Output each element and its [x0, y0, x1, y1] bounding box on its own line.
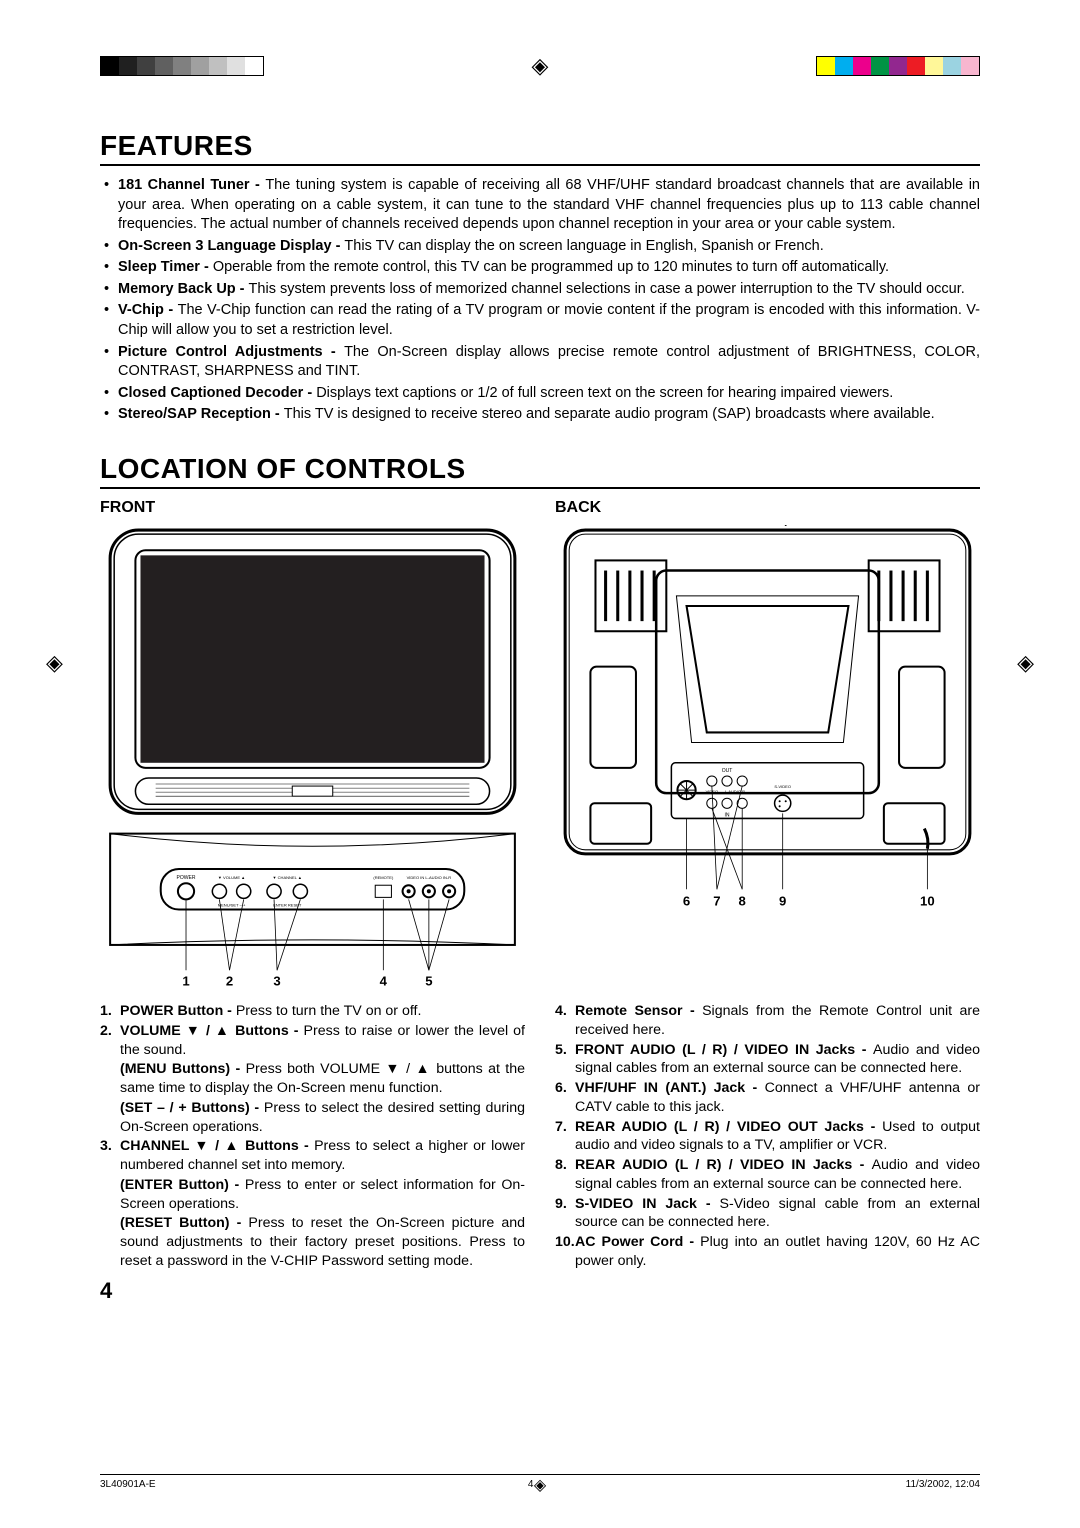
svg-text:S-VIDEO: S-VIDEO	[774, 784, 791, 789]
svg-text:(REMOTE): (REMOTE)	[373, 875, 394, 880]
svg-text:OUT: OUT	[722, 768, 733, 774]
svg-text:2: 2	[226, 973, 233, 988]
feature-item: Stereo/SAP Reception - This TV is design…	[118, 405, 980, 425]
svg-text:8: 8	[739, 893, 746, 908]
control-description: 8.REAR AUDIO (L / R) / VIDEO IN Jacks - …	[555, 1156, 980, 1193]
diagram-front: POWER ▼ VOLUME ▲ ▼ CHANNEL ▲ MENU/SET – …	[100, 525, 525, 990]
control-description: 7.REAR AUDIO (L / R) / VIDEO OUT Jacks -…	[555, 1118, 980, 1155]
feature-item: 181 Channel Tuner - The tuning system is…	[118, 176, 980, 235]
svg-text:4: 4	[380, 973, 388, 988]
control-description: 1.POWER Button - Press to turn the TV on…	[100, 1002, 525, 1021]
svg-text:▼ CHANNEL ▲: ▼ CHANNEL ▲	[273, 875, 302, 880]
diagram-back: OUT IN VIDEO L AUDIO R S-VIDEO	[555, 525, 980, 930]
feature-item: Memory Back Up - This system prevents lo…	[118, 280, 980, 300]
grayscale-swatches	[100, 56, 264, 76]
feature-item: Sleep Timer - Operable from the remote c…	[118, 258, 980, 278]
color-swatches	[816, 56, 980, 76]
label-back: BACK	[555, 499, 980, 517]
feature-item: V-Chip - The V-Chip function can read th…	[118, 301, 980, 340]
svg-text:IN: IN	[724, 812, 729, 818]
footer-page: 4	[528, 1479, 534, 1490]
controls-descriptions-right: 4.Remote Sensor - Signals from the Remot…	[555, 1002, 980, 1271]
feature-item: Closed Captioned Decoder - Displays text…	[118, 384, 980, 404]
svg-text:10: 10	[920, 893, 935, 908]
feature-item: On-Screen 3 Language Display - This TV c…	[118, 237, 980, 257]
label-front: FRONT	[100, 499, 525, 517]
control-sub-description: (ENTER Button) - Press to enter or selec…	[100, 1176, 525, 1213]
svg-text:1: 1	[182, 973, 189, 988]
svg-text:▼ VOLUME ▲: ▼ VOLUME ▲	[218, 875, 245, 880]
controls-descriptions-left: 1.POWER Button - Press to turn the TV on…	[100, 1002, 525, 1271]
registration-mark-right: ◈	[1017, 650, 1034, 676]
control-description: 9.S-VIDEO IN Jack - S-Video signal cable…	[555, 1195, 980, 1232]
heading-location: LOCATION OF CONTROLS	[100, 453, 980, 489]
control-description: 2.VOLUME ▼ / ▲ Buttons - Press to raise …	[100, 1022, 525, 1059]
svg-text:5: 5	[425, 973, 432, 988]
control-sub-description: (MENU Buttons) - Press both VOLUME ▼ / ▲…	[100, 1060, 525, 1097]
svg-text:3: 3	[273, 973, 280, 988]
registration-mark-bottom: ◈	[534, 1475, 546, 1495]
svg-text:POWER: POWER	[176, 875, 195, 881]
control-description: 3.CHANNEL ▼ / ▲ Buttons - Press to selec…	[100, 1137, 525, 1174]
control-description: 5.FRONT AUDIO (L / R) / VIDEO IN Jacks -…	[555, 1041, 980, 1078]
features-list: 181 Channel Tuner - The tuning system is…	[100, 176, 980, 425]
svg-text:7: 7	[713, 893, 720, 908]
svg-text:6: 6	[683, 893, 690, 908]
control-sub-description: (SET – / + Buttons) - Press to select th…	[100, 1099, 525, 1136]
heading-features: FEATURES	[100, 130, 980, 166]
footer-date: 11/3/2002, 12:04	[906, 1479, 980, 1490]
svg-text:MENU/SET – +: MENU/SET – +	[218, 902, 246, 907]
svg-text:L AUDIO R: L AUDIO R	[725, 789, 745, 794]
page-number: 4	[100, 1278, 980, 1304]
registration-mark-top: ◈	[532, 55, 549, 77]
control-description: 10.AC Power Cord - Plug into an outlet h…	[555, 1233, 980, 1270]
feature-item: Picture Control Adjustments - The On-Scr…	[118, 343, 980, 382]
svg-text:VIDEO IN L-AUDIO IN-R: VIDEO IN L-AUDIO IN-R	[407, 875, 452, 880]
print-registration-bar: ◈	[100, 52, 980, 80]
svg-text:9: 9	[779, 893, 786, 908]
footer-doc-id: 3L40901A-E	[100, 1479, 156, 1490]
control-description: 6.VHF/UHF IN (ANT.) Jack - Connect a VHF…	[555, 1079, 980, 1116]
registration-mark-left: ◈	[46, 650, 63, 676]
print-footer: 3L40901A-E 4 ◈ 11/3/2002, 12:04	[100, 1474, 980, 1490]
control-description: 4.Remote Sensor - Signals from the Remot…	[555, 1002, 980, 1039]
control-sub-description: (RESET Button) - Press to reset the On-S…	[100, 1214, 525, 1270]
